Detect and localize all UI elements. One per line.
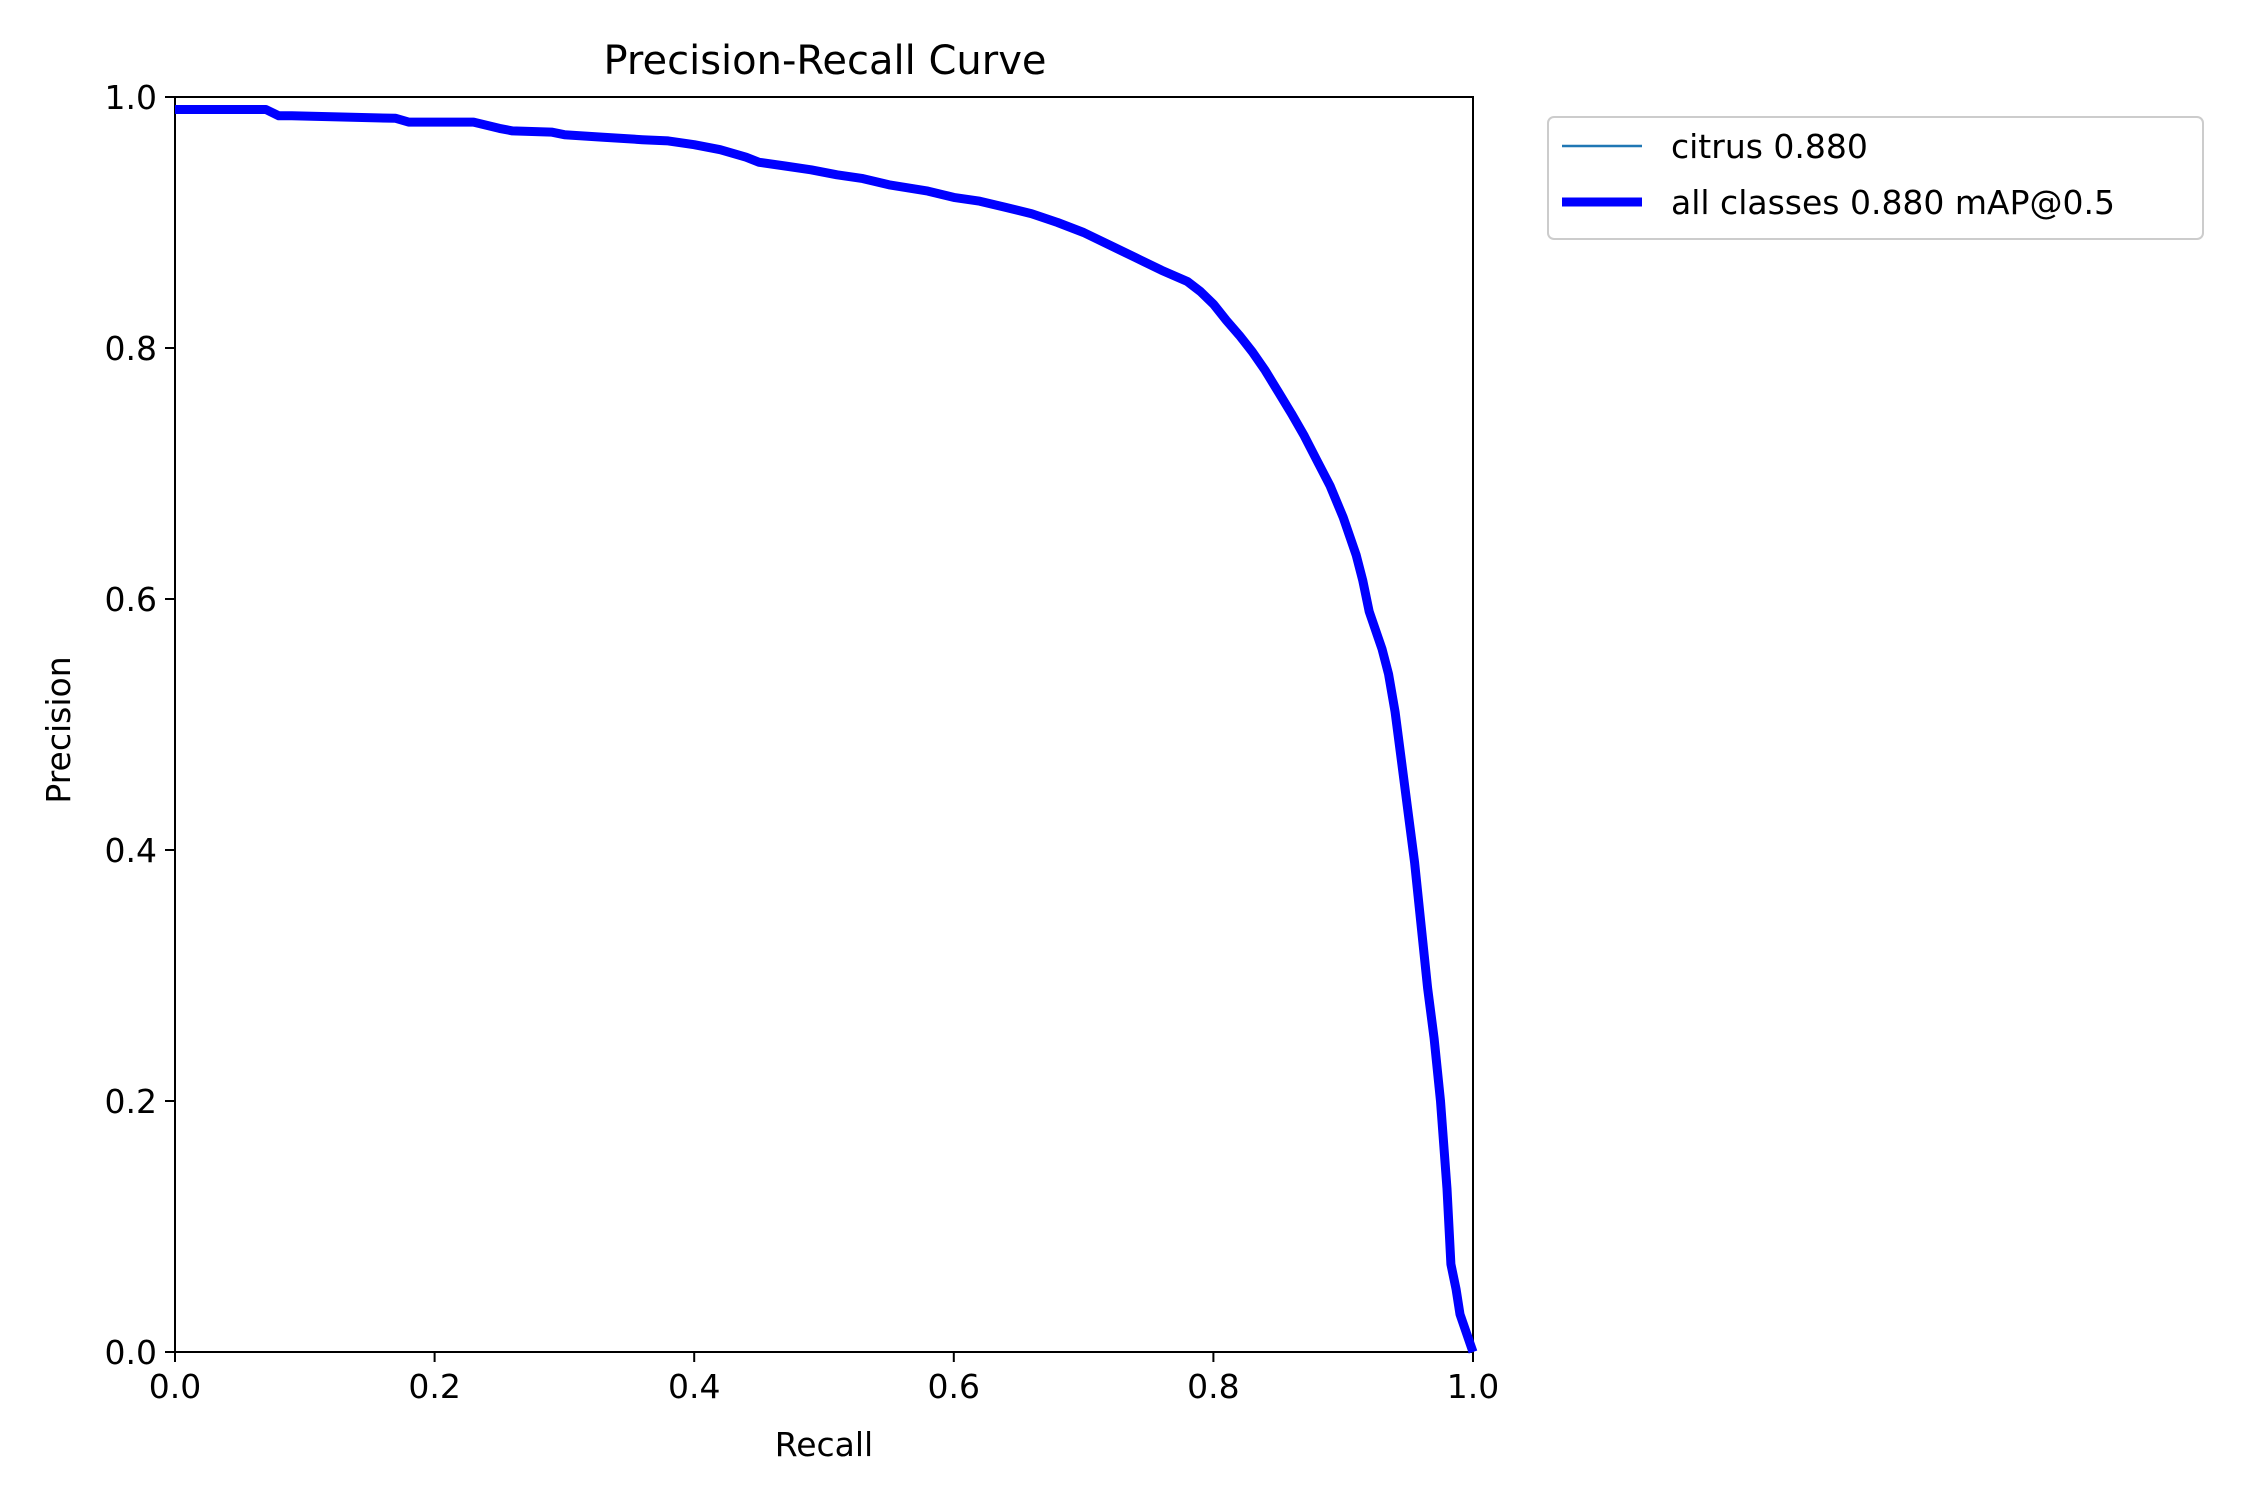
x-tick-label: 0.0 — [149, 1367, 201, 1406]
x-tick-label: 0.8 — [1187, 1367, 1239, 1406]
chart-title: Precision-Recall Curve — [604, 38, 1047, 84]
y-tick-label: 0.6 — [105, 580, 157, 619]
x-tick-label: 1.0 — [1447, 1367, 1499, 1406]
series-line-all-classes — [175, 105, 1478, 1354]
axes-frame — [174, 96, 1474, 1353]
y-tick-label: 0.2 — [105, 1082, 157, 1121]
y-axis: 0.0 0.2 0.4 0.6 0.8 1.0 — [105, 78, 175, 1372]
x-axis: 0.0 0.2 0.4 0.6 0.8 1.0 — [149, 1352, 1499, 1406]
y-tick-label: 1.0 — [105, 78, 157, 117]
x-axis-label: Recall — [775, 1425, 873, 1464]
plot-area: 0.0 0.2 0.4 0.6 0.8 1.0 0.0 0.2 0.4 0.6 0.8 1.0 — [105, 78, 1500, 1406]
legend-label-citrus: citrus 0.880 — [1671, 127, 1868, 166]
legend-label-all-classes: all classes 0.880 mAP@0.5 — [1671, 183, 2115, 222]
y-tick-label: 0.4 — [105, 831, 157, 870]
legend-box — [1547, 116, 2204, 240]
y-axis-label: Precision — [39, 656, 78, 803]
x-tick-label: 0.4 — [668, 1367, 720, 1406]
series-layer — [175, 105, 1478, 1354]
legend: citrus 0.880 all classes 0.880 mAP@0.5 — [1547, 116, 2204, 240]
y-tick-label: 0.0 — [105, 1333, 157, 1372]
y-tick-label: 0.8 — [105, 329, 157, 368]
x-tick-label: 0.2 — [408, 1367, 460, 1406]
x-tick-label: 0.6 — [928, 1367, 980, 1406]
